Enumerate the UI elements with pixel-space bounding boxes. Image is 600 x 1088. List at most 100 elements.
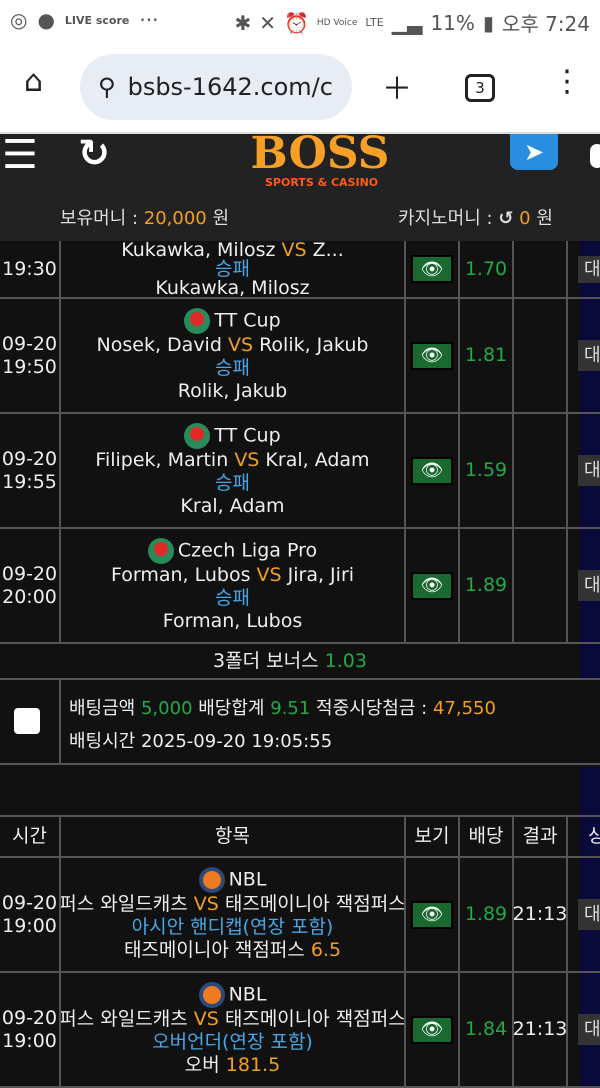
more-menu-icon[interactable]: ⋮: [552, 64, 582, 99]
result: 21:13: [514, 858, 568, 971]
view-button[interactable]: 👁: [411, 1015, 453, 1044]
table-header: 시간 항목 보기 배당 결과 상: [0, 815, 600, 858]
match-time: 09-20 19:55: [0, 414, 61, 527]
alarm-icon: ⏰: [283, 10, 309, 35]
hd-voice-icon: HD Voice: [316, 17, 358, 28]
result: 21:13: [514, 973, 568, 1086]
teams: Forman, Lubos VS Jira, Jiri: [110, 564, 355, 586]
eye-icon: 👁: [420, 575, 444, 596]
league: TT Cup: [184, 308, 281, 334]
teams: Filipek, Martin VS Kral, Adam: [95, 449, 370, 471]
threads-icon: ●: [37, 8, 55, 32]
telegram-icon[interactable]: ➤: [510, 134, 558, 170]
pick: Forman, Lubos: [162, 610, 303, 632]
basketball-icon: [198, 867, 225, 893]
basketball-icon: [198, 982, 225, 1008]
balance: 보유머니 : 20,000 원: [60, 208, 230, 229]
col-odds: 배당: [460, 817, 514, 856]
refresh-casino-icon[interactable]: ↺: [498, 208, 514, 229]
view-button[interactable]: 👁: [411, 255, 453, 283]
eye-icon: 👁: [420, 1019, 444, 1040]
match-time: 09-20 19:00: [0, 858, 61, 971]
home-icon[interactable]: ⌂: [24, 64, 44, 99]
tab-switcher-button[interactable]: 3: [465, 74, 495, 102]
pick: 태즈메이니아 잭점퍼스 6.5: [123, 939, 342, 961]
result: [514, 414, 568, 527]
match-info: NBL 퍼스 와일드캐츠 VS 태즈메이니아 잭점퍼스 오버언더(연장 포함) …: [61, 973, 406, 1086]
pick: 오버 181.5: [184, 1054, 281, 1076]
result: [514, 529, 568, 642]
logo[interactable]: BOSS: [250, 134, 390, 174]
bet-amounts: 배팅금액 5,000 배당합계 9.51 적중시당첨금 : 47,550: [69, 698, 496, 719]
eye-icon: 👁: [420, 460, 444, 481]
more-notifications: ···: [139, 8, 159, 32]
odds: 1.59: [460, 414, 514, 527]
col-time: 시간: [0, 817, 61, 856]
match-info: NBL 퍼스 와일드캐츠 VS 태즈메이니아 잭점퍼스 아시안 핸디캡(연장 포…: [61, 858, 406, 971]
league: Czech Liga Pro: [147, 538, 317, 564]
bet-time: 배팅시간 2025-09-20 19:05:55: [69, 731, 333, 752]
market: 승패: [215, 357, 250, 379]
match-time: 09-20 20:00: [0, 529, 61, 642]
status-badge: 대기: [578, 570, 600, 601]
table-row[interactable]: 09-20 19:00 NBL 퍼스 와일드캐츠 VS 태즈메이니아 잭점퍼스 아…: [0, 858, 600, 973]
market: 오버언더(연장 포함): [152, 1031, 313, 1053]
match-time: 09-20 19:50: [0, 299, 61, 412]
menu-icon[interactable]: ☰: [2, 132, 38, 178]
pick: Kral, Adam: [180, 495, 285, 517]
market: 아시안 핸디캡(연장 포함): [131, 916, 334, 938]
browser-toolbar: ⌂ ⚲ bsbs-1642.com/c ＋ 3 ⋮: [0, 42, 600, 134]
odds: 1.81: [460, 299, 514, 412]
site-settings-icon[interactable]: ⚲: [98, 73, 116, 101]
pick: Kukawka, Milosz: [155, 276, 310, 297]
instagram-icon: ◎: [10, 8, 28, 32]
table-tennis-icon: [184, 423, 211, 449]
table-tennis-icon: [147, 538, 174, 564]
view-button[interactable]: 👁: [411, 456, 453, 485]
bet-summary: 배팅금액 5,000 배당합계 9.51 적중시당첨금 : 47,550 배팅시…: [0, 680, 600, 765]
network-icon: LTE: [365, 16, 384, 29]
casino-balance: 카지노머니 : ↺ 0 원: [398, 208, 553, 229]
league: TT Cup: [184, 423, 281, 449]
match-info: TT Cup Nosek, David VS Rolik, Jakub 승패 R…: [61, 299, 406, 412]
view-button[interactable]: 👁: [411, 341, 453, 370]
table-row[interactable]: 09-20 20:00 Czech Liga Pro Forman, Lubos …: [0, 529, 600, 644]
table-row[interactable]: 19:30 Kukawka, Milosz VS Z... 승패 Kukawka…: [0, 241, 600, 299]
bet-select-checkbox[interactable]: [14, 708, 40, 734]
status-badge: 대기: [578, 255, 600, 283]
view-button[interactable]: 👁: [411, 900, 453, 929]
match-time: 09-20 19:00: [0, 973, 61, 1086]
market: 승패: [215, 587, 250, 609]
table-tennis-icon: [184, 308, 211, 334]
livescore-icon: LIVE score: [64, 13, 130, 27]
site-header: ☰ ↻ BOSS SPORTS & CASINO ➤ 보유머니 : 20,000…: [0, 131, 600, 241]
teams: Kukawka, Milosz VS Z...: [121, 241, 344, 261]
match-info: Czech Liga Pro Forman, Lubos VS Jira, Ji…: [61, 529, 406, 642]
result: [514, 299, 568, 412]
clock: 오후 7:24: [501, 12, 590, 36]
col-view: 보기: [406, 817, 460, 856]
address-bar[interactable]: ⚲ bsbs-1642.com/c: [80, 54, 352, 120]
match-info: TT Cup Filipek, Martin VS Kral, Adam 승패 …: [61, 414, 406, 527]
bonus-row: 3폴더 보너스 1.03: [0, 644, 600, 680]
view-button[interactable]: 👁: [411, 571, 453, 600]
odds: 1.89: [460, 858, 514, 971]
table-row[interactable]: 09-20 19:50 TT Cup Nosek, David VS Rolik,…: [0, 299, 600, 414]
eye-icon: 👁: [420, 345, 444, 366]
user-icon[interactable]: [590, 144, 600, 168]
new-tab-icon[interactable]: ＋: [382, 72, 412, 107]
col-item: 항목: [61, 817, 406, 856]
odds: 1.84: [460, 973, 514, 1086]
league: NBL: [198, 867, 266, 893]
status-badge: 대기: [578, 340, 600, 371]
battery-text: 11%: [430, 10, 475, 35]
eye-icon: 👁: [420, 904, 444, 925]
col-result: 결과: [514, 817, 568, 856]
table-row[interactable]: 09-20 19:00 NBL 퍼스 와일드캐츠 VS 태즈메이니아 잭점퍼스 오…: [0, 973, 600, 1088]
battery-icon: ▮: [482, 10, 494, 35]
market: 승패: [215, 257, 250, 280]
odds: 1.70: [460, 241, 514, 297]
refresh-icon[interactable]: ↻: [78, 131, 110, 175]
table-row[interactable]: 09-20 19:55 TT Cup Filipek, Martin VS Kra…: [0, 414, 600, 529]
url-text: bsbs-1642.com/c: [127, 73, 333, 101]
